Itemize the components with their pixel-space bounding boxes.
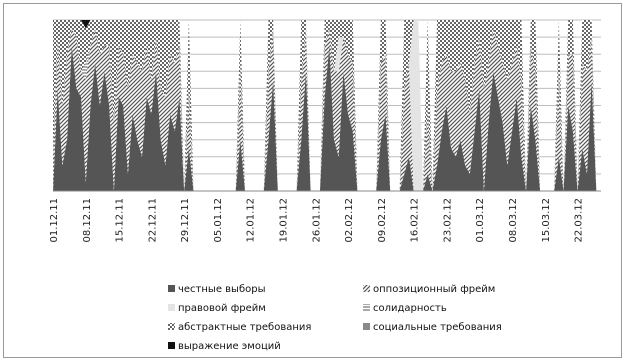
legend-label: солидарность: [373, 303, 447, 314]
legend-label: честные выборы: [178, 284, 265, 295]
series-area-4: [53, 20, 601, 191]
plot-area: [53, 19, 601, 192]
legend-swatch: [168, 323, 175, 330]
x-axis-ticks: 01.12.11 08.12.11 15.12.11 22.12.11 29.12.11…: [49, 198, 585, 243]
legend-swatch: [168, 342, 175, 349]
legend-label: абстрактные требования: [178, 322, 311, 333]
legend-swatch: [363, 285, 370, 292]
legend-label: выражение эмоций: [178, 341, 281, 352]
series-area-0: [53, 45, 601, 192]
x-tick-label: 01.03.12: [475, 198, 486, 243]
x-tick-label: 23.02.12: [442, 198, 453, 243]
x-tick-label: 15.03.12: [541, 198, 552, 243]
legend: честные выборы оппозиционный фрейм правово…: [168, 284, 502, 352]
x-tick-label: 22.03.12: [574, 198, 585, 243]
legend-swatch: [168, 304, 175, 311]
x-tick-label: 09.02.12: [377, 198, 388, 243]
x-tick-label: 08.12.11: [82, 198, 93, 243]
x-tick-label: 08.03.12: [508, 198, 519, 243]
x-tick-label: 15.12.11: [115, 198, 126, 243]
x-tick-label: 12.01.12: [246, 198, 257, 243]
legend-swatch: [363, 323, 370, 330]
legend-label: правовой фрейм: [178, 303, 266, 314]
legend-swatch: [168, 285, 175, 292]
x-tick-label: 19.01.12: [279, 198, 290, 243]
x-tick-label: 29.12.11: [180, 198, 191, 243]
legend-label: оппозиционный фрейм: [373, 284, 495, 295]
series-area-1: [53, 28, 601, 191]
x-tick-label: 02.02.12: [344, 198, 355, 243]
x-tick-label: 16.02.12: [410, 198, 421, 243]
legend-swatch: [363, 304, 370, 311]
x-tick-label: 22.12.11: [147, 198, 158, 243]
x-tick-label: 01.12.11: [49, 198, 60, 243]
x-tick-label: 26.01.12: [311, 198, 322, 243]
legend-label: социальные требования: [373, 322, 502, 333]
x-tick-label: 05.01.12: [213, 198, 224, 243]
